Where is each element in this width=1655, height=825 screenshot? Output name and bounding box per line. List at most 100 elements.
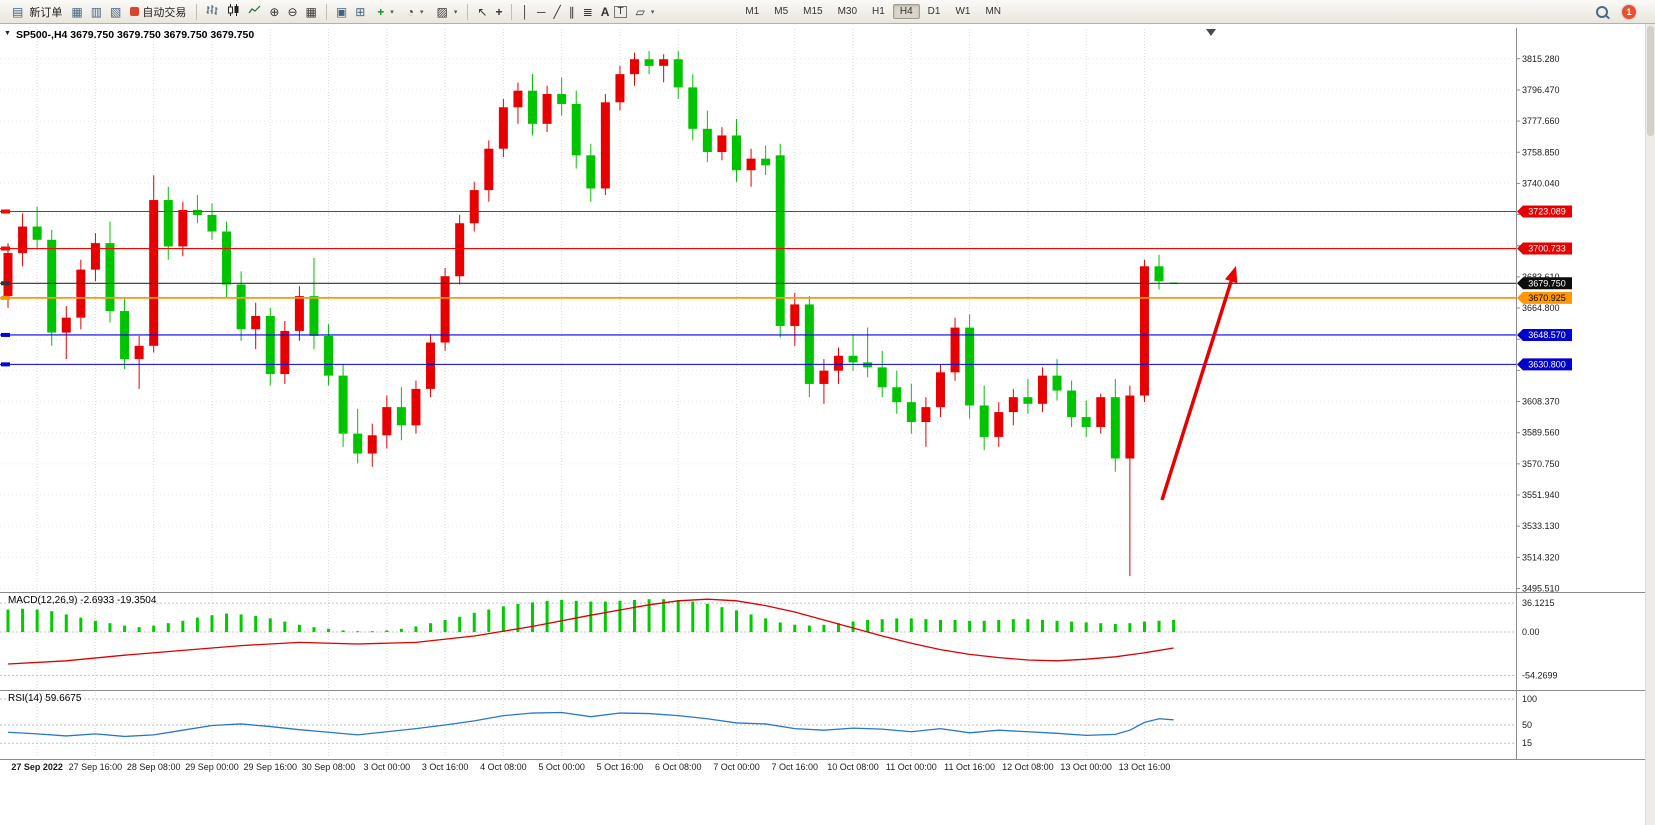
macd-bar (880, 619, 884, 632)
crosshair-icon[interactable]: + (495, 4, 503, 19)
search-icon[interactable] (1596, 5, 1608, 18)
macd-bar (1026, 619, 1030, 632)
candle (32, 206, 42, 250)
timeframe-h1[interactable]: H1 (872, 6, 885, 17)
macd-signal-line (7, 598, 1174, 665)
candle (18, 213, 28, 267)
candle (498, 98, 508, 157)
vertical-scrollbar[interactable] (1645, 23, 1655, 825)
macd-bar (603, 601, 607, 632)
toolbar-separator (467, 3, 469, 20)
horizontal-line-tool-icon[interactable]: ─ (536, 4, 546, 19)
trendline-tool-icon[interactable]: ╱ (553, 4, 561, 19)
cursor-icon[interactable]: ↖ (477, 4, 488, 19)
fibonacci-tool-icon[interactable]: ≣ (582, 4, 593, 19)
line-handle[interactable] (1, 332, 10, 337)
macd-bar (1055, 620, 1059, 632)
candle (469, 181, 479, 232)
price-badge-label: 3630.800 (1528, 359, 1566, 369)
new-order-button[interactable]: ▤ 新订单 (5, 2, 66, 22)
bar-chart-icon[interactable] (203, 3, 222, 20)
new-order-label: 新订单 (29, 6, 63, 19)
channel-tool-icon[interactable]: ∥ (568, 4, 575, 19)
line-chart-icon[interactable] (245, 3, 264, 20)
trend-arrow-head[interactable] (1224, 266, 1238, 284)
shapes-button[interactable]: ▱ ▾ (629, 2, 659, 22)
timeframe-mn[interactable]: MN (985, 6, 1001, 17)
macd-bar (254, 616, 258, 632)
time-axis-label: 10 Oct 08:00 (827, 762, 879, 772)
text-tool-button[interactable]: A (600, 4, 610, 19)
candle (906, 383, 916, 434)
macd-bar (35, 609, 39, 632)
line-handle[interactable] (1, 362, 10, 367)
macd-bar (50, 611, 54, 632)
price-badges-layer: 3723.089 3700.733 3670.925 3648.570 3630.800… (1517, 205, 1572, 371)
zoom-out-icon[interactable]: ⊖ (287, 4, 298, 19)
chart-menu-icon[interactable]: ▼ (4, 30, 11, 37)
timeframe-m30[interactable]: M30 (837, 6, 858, 17)
macd-bar (312, 627, 316, 632)
periods-button[interactable]: ◔ ▾ (400, 2, 428, 22)
data-window-icon[interactable]: ▥ (90, 4, 103, 19)
vertical-line-tool-icon[interactable]: │ (521, 4, 529, 19)
candle (935, 364, 945, 418)
macd-bar (735, 610, 738, 632)
line-handle[interactable] (1, 281, 10, 286)
grid-icon[interactable]: ▦ (305, 4, 317, 19)
textbox-tool-button[interactable]: T (614, 5, 627, 18)
candle (1023, 378, 1033, 414)
macd-bar (181, 620, 185, 632)
macd-bar (414, 626, 418, 632)
time-axis-label: 28 Sep 08:00 (127, 762, 181, 772)
add-indicator-icon: + (377, 4, 385, 19)
tile-windows-icon[interactable]: ⊞ (355, 4, 366, 19)
market-watch-icon[interactable]: ▦ (71, 4, 83, 19)
candle (76, 259, 86, 330)
macd-bar (997, 620, 1001, 632)
macd-bar (589, 601, 593, 632)
auto-trading-button[interactable]: 自动交易 (126, 2, 190, 22)
macd-bar (356, 631, 360, 633)
macd-bar (720, 607, 724, 632)
candle (804, 296, 814, 398)
macd-bar (458, 616, 462, 632)
notification-badge[interactable]: 1 (1622, 4, 1636, 19)
templates-button[interactable]: ▨ ▾ (430, 2, 462, 22)
timeframe-d1[interactable]: D1 (927, 6, 941, 17)
macd-bar (749, 614, 753, 632)
indicators-button[interactable]: + ▾ (370, 2, 398, 22)
candlestick-chart-icon[interactable] (224, 3, 243, 20)
macd-bar (341, 630, 345, 632)
macd-bar (385, 630, 389, 632)
scrollbar-thumb[interactable] (1647, 26, 1654, 136)
timeframe-m1[interactable]: M1 (745, 6, 760, 17)
macd-bar (633, 600, 637, 632)
navigator-icon[interactable]: ▧ (110, 4, 122, 19)
chevron-down-icon: ▾ (420, 8, 424, 16)
zoom-in-icon[interactable]: ⊕ (269, 4, 280, 19)
price-badge-label: 3648.570 (1528, 330, 1566, 340)
auto-trading-icon (130, 7, 140, 16)
chart-shift-marker[interactable] (1206, 29, 1216, 36)
line-handle[interactable] (1, 295, 10, 300)
timeframe-h4[interactable]: H4 (892, 4, 920, 19)
price-tick-label: 3796.470 (1522, 85, 1560, 95)
candle (324, 324, 334, 386)
trend-arrow-annotation[interactable] (1160, 280, 1233, 501)
price-tick-label: 3551.940 (1522, 490, 1560, 500)
macd-bar (93, 620, 97, 632)
candle (382, 395, 392, 449)
timeframe-m5[interactable]: M5 (774, 6, 789, 17)
timeframe-m15[interactable]: M15 (803, 6, 823, 17)
line-handle[interactable] (1, 246, 10, 251)
candle (979, 385, 989, 451)
macd-bar (283, 621, 287, 632)
time-axis-label: 11 Oct 16:00 (944, 762, 995, 772)
timeframe-w1[interactable]: W1 (955, 6, 971, 17)
macd-bar (516, 604, 520, 632)
cascade-windows-icon[interactable]: ▣ (335, 4, 348, 19)
frame-layer (0, 28, 1655, 760)
line-handle[interactable] (1, 209, 10, 214)
